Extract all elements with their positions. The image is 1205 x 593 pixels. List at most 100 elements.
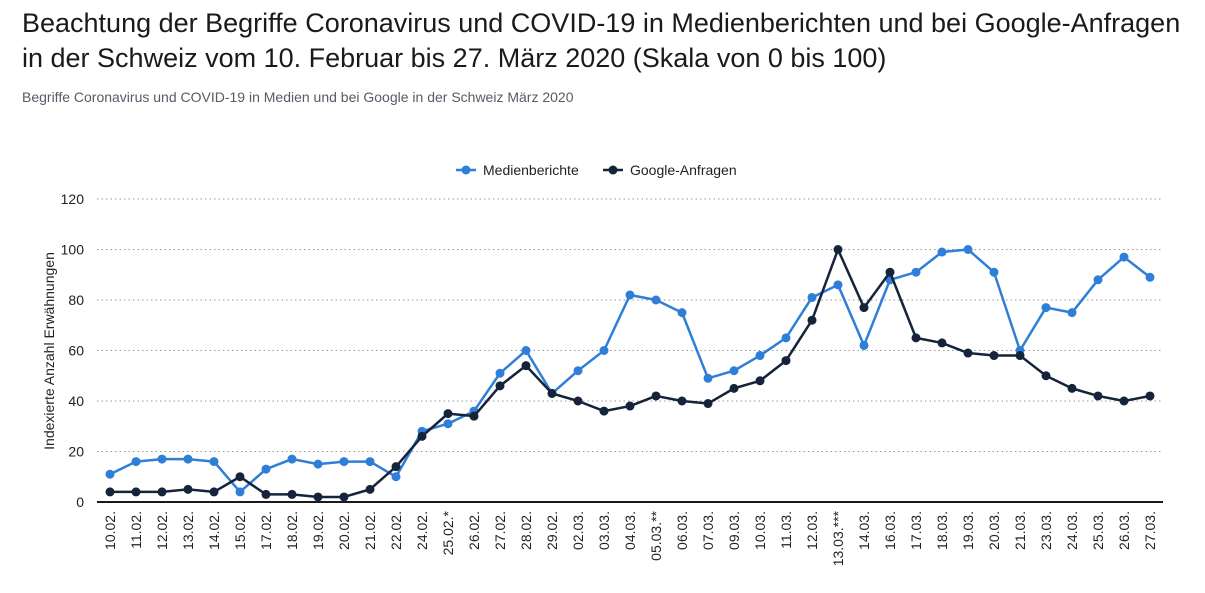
data-point-medienberichte[interactable] bbox=[807, 292, 817, 302]
data-point-google-anfragen[interactable] bbox=[469, 411, 479, 421]
data-point-google-anfragen[interactable] bbox=[417, 431, 427, 441]
data-point-google-anfragen[interactable] bbox=[495, 381, 505, 391]
data-point-google-anfragen[interactable] bbox=[235, 472, 245, 482]
data-point-medienberichte[interactable] bbox=[183, 454, 193, 464]
data-point-google-anfragen[interactable] bbox=[625, 401, 635, 411]
data-point-google-anfragen[interactable] bbox=[573, 396, 583, 406]
data-point-medienberichte[interactable] bbox=[625, 290, 635, 300]
x-tick-label: 26.03. bbox=[1116, 511, 1132, 550]
data-point-medienberichte[interactable] bbox=[495, 368, 505, 378]
data-point-medienberichte[interactable] bbox=[287, 454, 297, 464]
y-tick-label: 20 bbox=[68, 444, 84, 460]
data-point-medienberichte[interactable] bbox=[521, 346, 531, 355]
data-point-google-anfragen[interactable] bbox=[677, 396, 687, 406]
data-point-google-anfragen[interactable] bbox=[911, 333, 921, 343]
x-tick-label: 17.02. bbox=[258, 511, 274, 550]
data-point-google-anfragen[interactable] bbox=[1067, 383, 1077, 393]
data-point-medienberichte[interactable] bbox=[1041, 303, 1051, 313]
data-point-medienberichte[interactable] bbox=[651, 295, 661, 305]
data-point-medienberichte[interactable] bbox=[833, 280, 843, 290]
data-point-google-anfragen[interactable] bbox=[729, 383, 739, 393]
x-tick-label: 15.02. bbox=[232, 511, 248, 550]
data-point-google-anfragen[interactable] bbox=[1119, 396, 1129, 406]
data-point-medienberichte[interactable] bbox=[339, 457, 349, 467]
x-tick-label: 10.02. bbox=[102, 511, 118, 550]
x-tick-label: 20.03. bbox=[986, 511, 1002, 550]
data-point-google-anfragen[interactable] bbox=[547, 388, 557, 398]
x-tick-label: 10.03. bbox=[752, 511, 768, 550]
data-point-google-anfragen[interactable] bbox=[859, 303, 869, 313]
data-point-google-anfragen[interactable] bbox=[209, 487, 219, 497]
data-point-google-anfragen[interactable] bbox=[183, 484, 193, 494]
data-point-medienberichte[interactable] bbox=[391, 472, 401, 482]
data-point-medienberichte[interactable] bbox=[235, 487, 245, 497]
data-point-medienberichte[interactable] bbox=[261, 464, 271, 474]
data-point-google-anfragen[interactable] bbox=[261, 489, 271, 499]
data-point-google-anfragen[interactable] bbox=[599, 406, 609, 416]
data-point-medienberichte[interactable] bbox=[1119, 252, 1129, 262]
data-point-google-anfragen[interactable] bbox=[989, 351, 999, 361]
data-point-google-anfragen[interactable] bbox=[391, 462, 401, 472]
data-point-google-anfragen[interactable] bbox=[703, 399, 713, 409]
data-point-google-anfragen[interactable] bbox=[365, 484, 375, 494]
data-point-google-anfragen[interactable] bbox=[1041, 371, 1051, 381]
data-point-medienberichte[interactable] bbox=[781, 333, 791, 343]
x-tick-label: 20.02. bbox=[336, 511, 352, 550]
data-point-medienberichte[interactable] bbox=[599, 346, 609, 355]
data-point-google-anfragen[interactable] bbox=[1015, 351, 1025, 361]
data-point-google-anfragen[interactable] bbox=[339, 492, 349, 502]
x-tick-label: 16.03. bbox=[882, 511, 898, 550]
data-point-medienberichte[interactable] bbox=[1093, 275, 1103, 285]
grid-lines bbox=[97, 198, 1163, 503]
x-tick-label: 29.02. bbox=[544, 511, 560, 550]
data-point-medienberichte[interactable] bbox=[859, 340, 869, 350]
x-tick-label: 24.03. bbox=[1064, 511, 1080, 550]
y-axis-label: Indexierte Anzahl Erwähnungen bbox=[41, 252, 57, 450]
data-point-medienberichte[interactable] bbox=[1067, 308, 1077, 318]
data-point-google-anfragen[interactable] bbox=[131, 487, 141, 497]
data-point-medienberichte[interactable] bbox=[937, 247, 947, 257]
data-point-google-anfragen[interactable] bbox=[157, 487, 167, 497]
y-tick-labels: 0 20 40 60 80 100 120 bbox=[61, 191, 85, 510]
data-point-medienberichte[interactable] bbox=[443, 419, 453, 429]
x-tick-label: 23.03. bbox=[1038, 511, 1054, 550]
data-point-google-anfragen[interactable] bbox=[105, 487, 115, 497]
data-point-medienberichte[interactable] bbox=[677, 308, 687, 318]
data-point-google-anfragen[interactable] bbox=[443, 409, 453, 419]
data-point-google-anfragen[interactable] bbox=[963, 348, 973, 358]
data-point-medienberichte[interactable] bbox=[573, 366, 583, 376]
data-point-google-anfragen[interactable] bbox=[833, 245, 843, 254]
x-tick-label: 11.03. bbox=[778, 511, 794, 549]
data-point-medienberichte[interactable] bbox=[131, 457, 141, 467]
data-point-medienberichte[interactable] bbox=[729, 366, 739, 376]
x-tick-label: 12.02. bbox=[154, 511, 170, 550]
data-point-google-anfragen[interactable] bbox=[313, 492, 323, 502]
data-point-medienberichte[interactable] bbox=[989, 267, 999, 277]
data-point-medienberichte[interactable] bbox=[365, 457, 375, 467]
data-point-google-anfragen[interactable] bbox=[807, 315, 817, 325]
data-point-medienberichte[interactable] bbox=[963, 245, 973, 254]
data-point-medienberichte[interactable] bbox=[313, 459, 323, 469]
data-point-medienberichte[interactable] bbox=[1145, 272, 1155, 282]
data-point-medienberichte[interactable] bbox=[105, 469, 115, 479]
series-line-medienberichte bbox=[109, 248, 1151, 494]
data-point-google-anfragen[interactable] bbox=[937, 338, 947, 348]
data-point-medienberichte[interactable] bbox=[157, 454, 167, 464]
data-point-google-anfragen[interactable] bbox=[885, 267, 895, 277]
legend-item-medienberichte[interactable]: Medienberichte bbox=[456, 162, 579, 178]
data-point-medienberichte[interactable] bbox=[911, 267, 921, 277]
data-point-google-anfragen[interactable] bbox=[287, 489, 297, 499]
data-point-google-anfragen[interactable] bbox=[755, 376, 765, 386]
legend-item-google-anfragen[interactable]: Google-Anfragen bbox=[603, 162, 737, 178]
data-point-google-anfragen[interactable] bbox=[651, 391, 661, 401]
data-point-medienberichte[interactable] bbox=[209, 457, 219, 467]
data-point-google-anfragen[interactable] bbox=[781, 356, 791, 366]
data-point-google-anfragen[interactable] bbox=[1093, 391, 1103, 401]
x-tick-label: 24.02. bbox=[414, 511, 430, 550]
data-point-google-anfragen[interactable] bbox=[1145, 391, 1155, 401]
data-point-google-anfragen[interactable] bbox=[521, 361, 531, 371]
data-point-medienberichte[interactable] bbox=[703, 373, 713, 383]
x-tick-label: 21.03. bbox=[1012, 511, 1028, 550]
data-point-medienberichte[interactable] bbox=[755, 351, 765, 361]
